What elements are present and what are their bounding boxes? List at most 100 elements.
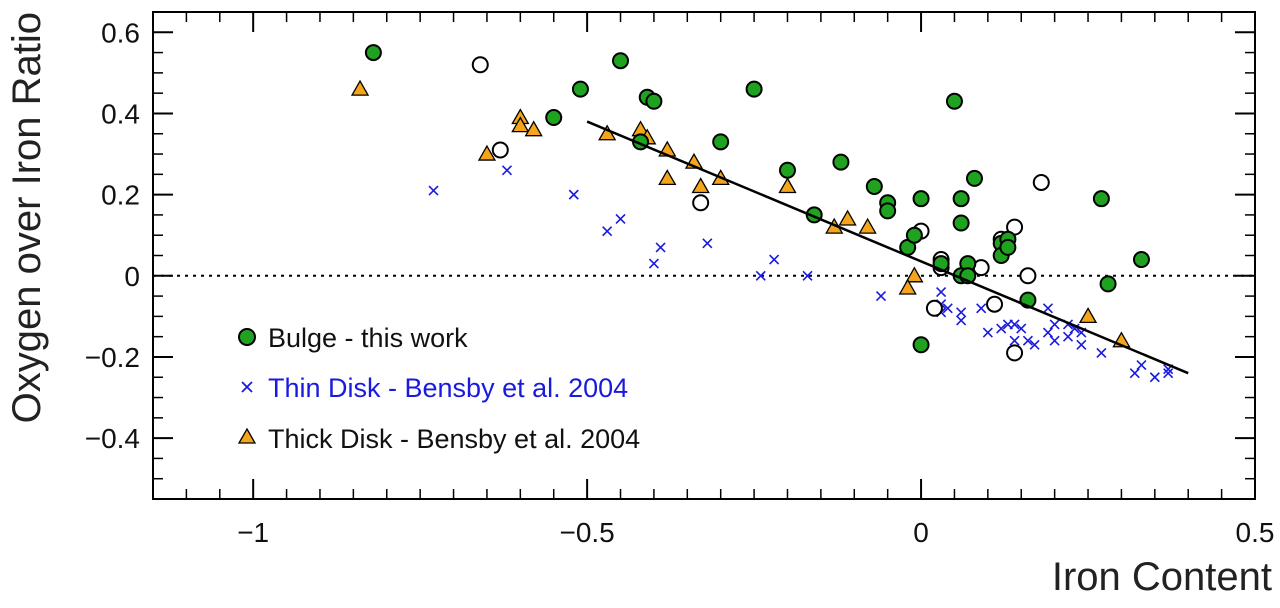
major-ticks [153,12,1256,499]
thin-disk-point [802,270,813,281]
thick-disk-point [477,144,497,161]
y-axis-title: Oxygen over Iron Ratio [5,12,49,423]
thin-disk-point [1096,347,1107,358]
bulge-point [879,202,897,220]
thin-disk-point [1062,331,1074,342]
legend-item-thick-disk: Thick Disk - Bensby et al. 2004 [237,424,640,454]
thick-disk-point [905,266,924,283]
thin-disk-point [655,242,666,253]
bulge-point [545,109,563,127]
x-tick-label: 0 [913,517,929,548]
thick-disk-point [350,79,370,96]
thin-disk-point [1129,368,1140,379]
x-tick-label: −1 [237,517,269,548]
open-circle-point [491,141,509,159]
y-tick-labels: 0.6 0.4 0.2 0 −0.2 −0.4 [85,17,140,454]
bulge-point [364,44,382,62]
thin-disk-point [1149,372,1160,383]
legend: Bulge - this work Thin Disk - Bensby et … [237,323,640,454]
thin-disk-point [648,258,659,269]
bulge-point [612,52,630,70]
bulge-point [712,133,730,151]
x-axis-title: Iron Content [1052,555,1272,599]
thin-disk-point [1163,368,1174,379]
thin-disk-point [1042,327,1054,338]
thick-disk-point [838,209,857,226]
x-tick-label: −0.5 [559,517,614,548]
bulge-point [965,169,983,187]
thick-disk-point [858,217,877,234]
thin-disk-point [982,327,993,338]
thin-disk-point [1042,303,1054,314]
legend-item-thin-disk: Thin Disk - Bensby et al. 2004 [241,373,628,403]
bulge-point [571,80,589,98]
bulge-point [645,92,663,110]
y-tick-label: 0.6 [101,17,140,48]
bulge-point [945,92,963,110]
legend-marker-thin-disk [241,381,253,393]
open-circle-point [925,299,943,317]
bulge-point [778,161,796,179]
thin-disk-point [1022,335,1033,346]
thin-disk-point [976,303,987,314]
bulge-point [865,178,883,196]
y-tick-label: −0.4 [85,423,140,454]
thin-disk-point [428,185,439,196]
series-cross [428,165,1174,383]
thick-disk-point [691,177,710,194]
y-tick-label: 0.4 [101,98,140,129]
thick-disk-point [524,120,543,137]
series-triangle [350,79,1131,348]
thick-disk-point [1078,307,1098,324]
bulge-point [745,80,763,98]
bulge-point [1132,251,1150,269]
thin-disk-point [1049,335,1060,346]
open-circle-point [986,295,1004,313]
thin-disk-point [936,286,947,298]
legend-label-thin-disk: Thin Disk - Bensby et al. 2004 [268,373,628,403]
thin-disk-point [769,254,780,265]
thin-disk-point [615,213,626,225]
thin-disk-point [755,270,766,281]
legend-marker-bulge [238,328,256,346]
thin-disk-point [875,291,887,302]
open-circle-point [471,56,489,74]
bulge-point [1099,275,1117,293]
open-circle-point [1032,173,1050,191]
minor-ticks [152,11,1255,500]
bulge-point [999,238,1017,256]
thin-disk-point [702,238,713,249]
bulge-point [912,190,930,208]
thin-disk-point [568,189,579,200]
y-tick-label: 0 [124,261,140,292]
bulge-point [912,336,930,354]
open-circle-point [692,194,710,212]
thin-disk-point [1016,323,1027,334]
open-circle-point [1019,267,1037,285]
thick-disk-point [778,177,797,194]
y-tick-label: 0.2 [101,180,140,211]
bulge-point [832,153,850,171]
bulge-point [1092,190,1110,208]
thin-disk-point [1136,360,1147,371]
thin-disk-point [1076,339,1087,350]
thin-disk-point [942,303,953,314]
thin-disk-point [1009,319,1020,330]
thin-disk-point [501,165,513,176]
thin-disk-point [996,323,1007,334]
bulge-point [905,226,923,244]
x-tick-label: 0.5 [1236,517,1275,548]
thick-disk-point [898,278,917,295]
bulge-point [952,190,970,208]
legend-marker-thick-disk [237,427,257,444]
thick-disk-point [511,116,530,133]
thin-disk-point [1009,335,1020,346]
x-tick-labels: −1 −0.5 0 0.5 [237,517,1274,548]
bulge-point [952,214,970,232]
thin-disk-point [956,315,967,326]
legend-label-bulge: Bulge - this work [268,323,468,353]
thin-disk-point [1029,339,1040,350]
fit-line [586,120,1189,375]
legend-item-bulge: Bulge - this work [238,323,468,353]
